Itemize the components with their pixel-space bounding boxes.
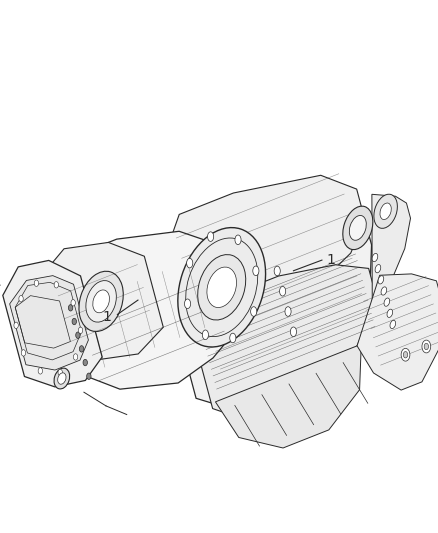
Ellipse shape — [285, 306, 291, 316]
Ellipse shape — [187, 259, 193, 268]
Ellipse shape — [251, 306, 257, 316]
Ellipse shape — [343, 206, 373, 249]
Ellipse shape — [403, 352, 408, 358]
Ellipse shape — [374, 194, 397, 228]
Ellipse shape — [58, 369, 63, 376]
Polygon shape — [65, 231, 234, 389]
Ellipse shape — [424, 343, 428, 350]
Ellipse shape — [207, 267, 237, 308]
Ellipse shape — [93, 290, 110, 313]
Ellipse shape — [384, 298, 390, 306]
Ellipse shape — [184, 299, 191, 309]
Ellipse shape — [21, 350, 26, 356]
Polygon shape — [192, 265, 377, 419]
Ellipse shape — [380, 203, 391, 220]
Ellipse shape — [290, 327, 297, 336]
Polygon shape — [3, 261, 102, 387]
Polygon shape — [176, 206, 371, 410]
Polygon shape — [215, 344, 361, 448]
Ellipse shape — [79, 346, 84, 352]
Ellipse shape — [58, 373, 66, 384]
Ellipse shape — [87, 373, 91, 379]
Ellipse shape — [390, 320, 396, 328]
Ellipse shape — [208, 232, 214, 241]
Text: 1: 1 — [103, 310, 112, 324]
Ellipse shape — [19, 295, 23, 302]
Ellipse shape — [76, 332, 80, 338]
Ellipse shape — [38, 368, 42, 374]
Polygon shape — [161, 175, 365, 331]
Ellipse shape — [422, 340, 431, 353]
Ellipse shape — [54, 368, 70, 389]
Ellipse shape — [34, 280, 39, 286]
Ellipse shape — [86, 280, 117, 322]
Ellipse shape — [230, 333, 236, 343]
Ellipse shape — [72, 318, 77, 325]
Ellipse shape — [235, 235, 241, 245]
Ellipse shape — [372, 253, 378, 262]
Ellipse shape — [253, 266, 259, 276]
Ellipse shape — [68, 305, 73, 311]
Ellipse shape — [274, 266, 280, 276]
Ellipse shape — [14, 322, 18, 328]
Ellipse shape — [279, 286, 286, 296]
Ellipse shape — [74, 354, 78, 360]
Ellipse shape — [401, 349, 410, 361]
Ellipse shape — [198, 255, 246, 320]
Ellipse shape — [54, 281, 59, 288]
Ellipse shape — [83, 359, 88, 366]
Ellipse shape — [78, 327, 83, 334]
Ellipse shape — [387, 309, 392, 318]
Ellipse shape — [178, 228, 265, 347]
Polygon shape — [372, 195, 410, 334]
Text: 1: 1 — [326, 253, 335, 267]
Ellipse shape — [79, 271, 123, 332]
Polygon shape — [357, 274, 438, 390]
Polygon shape — [10, 276, 88, 370]
Ellipse shape — [202, 330, 208, 340]
Ellipse shape — [350, 215, 366, 240]
Ellipse shape — [375, 264, 381, 273]
Ellipse shape — [378, 276, 384, 284]
Ellipse shape — [381, 287, 387, 295]
Ellipse shape — [71, 300, 75, 306]
Polygon shape — [43, 243, 163, 360]
